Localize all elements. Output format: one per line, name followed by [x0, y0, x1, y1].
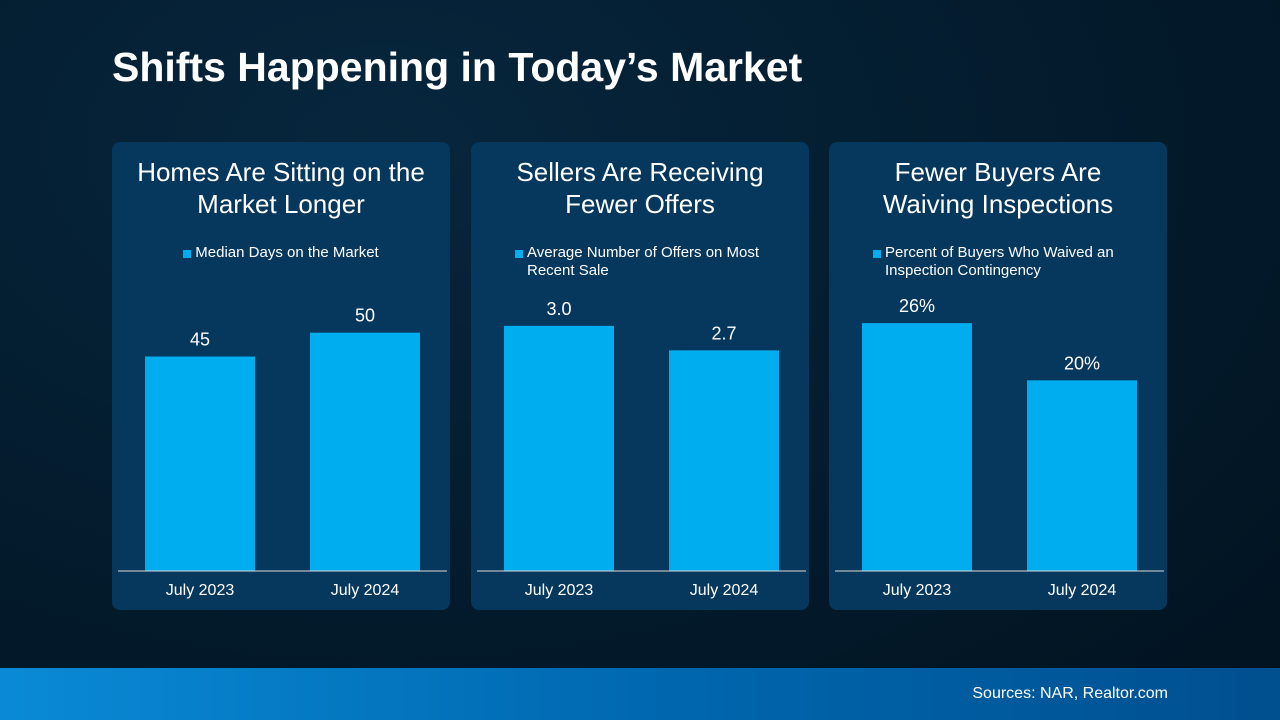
- chart: 26% 20% July 2023 July 2024: [835, 296, 1164, 599]
- legend: Median Days on the Market: [112, 244, 450, 262]
- legend-label: Median Days on the Market: [195, 244, 379, 261]
- chart-title: Homes Are Sitting on the Market Longer: [137, 157, 425, 219]
- bar: [504, 325, 614, 571]
- x-tick-label: July 2023: [525, 582, 594, 599]
- legend-swatch: [873, 250, 881, 258]
- legend: Average Number of Offers on Most Recent …: [471, 244, 809, 280]
- data-label: 26%: [899, 296, 935, 316]
- chart-title: Fewer Buyers Are Waiving Inspections: [882, 157, 1114, 219]
- legend: Percent of Buyers Who Waived an Inspecti…: [829, 244, 1167, 280]
- data-label: 2.7: [711, 323, 736, 343]
- bar: [1027, 380, 1137, 571]
- x-tick-label: July 2024: [1048, 582, 1117, 599]
- chart-title: Sellers Are Receiving Fewer Offers: [516, 157, 764, 219]
- bar: [862, 323, 972, 571]
- bar: [669, 350, 779, 571]
- legend-entry: Percent of Buyers Who Waived an Inspecti…: [873, 244, 1123, 280]
- chart-card: 45 50 July 2023 July 2024 Homes Are Sitting …: [112, 142, 450, 610]
- x-tick-label: July 2023: [166, 582, 235, 599]
- x-tick-label: July 2024: [331, 582, 400, 599]
- legend-label: Percent of Buyers Who Waived an Inspecti…: [885, 244, 1114, 279]
- chart-card: 3.0 2.7 July 2023 July 2024 Sellers Are Rece…: [471, 142, 809, 610]
- source: Sources: NAR, Realtor.com: [972, 685, 1168, 702]
- legend-label: Average Number of Offers on Most Recent …: [527, 244, 760, 279]
- legend-swatch: [515, 250, 523, 258]
- data-label: 50: [355, 306, 375, 326]
- x-tick-label: July 2024: [690, 582, 759, 599]
- page-title: Shifts Happening in Today’s Market: [112, 44, 803, 90]
- legend-entry: Median Days on the Market: [183, 244, 379, 262]
- footer: Sources: NAR, Realtor.com: [0, 668, 1280, 720]
- chart: 3.0 2.7 July 2023 July 2024: [477, 299, 806, 599]
- data-label: 3.0: [546, 299, 571, 319]
- x-tick-label: July 2023: [883, 582, 952, 599]
- chart-card: 26% 20% July 2023 July 2024 Fewer Buyers Are…: [829, 142, 1167, 610]
- data-label: 45: [190, 330, 210, 350]
- legend-swatch: [183, 250, 192, 258]
- legend-entry: Average Number of Offers on Most Recent …: [515, 244, 765, 280]
- data-label: 20%: [1064, 353, 1100, 373]
- chart: 45 50 July 2023 July 2024: [118, 306, 447, 599]
- bar: [145, 356, 255, 571]
- bar: [310, 332, 420, 571]
